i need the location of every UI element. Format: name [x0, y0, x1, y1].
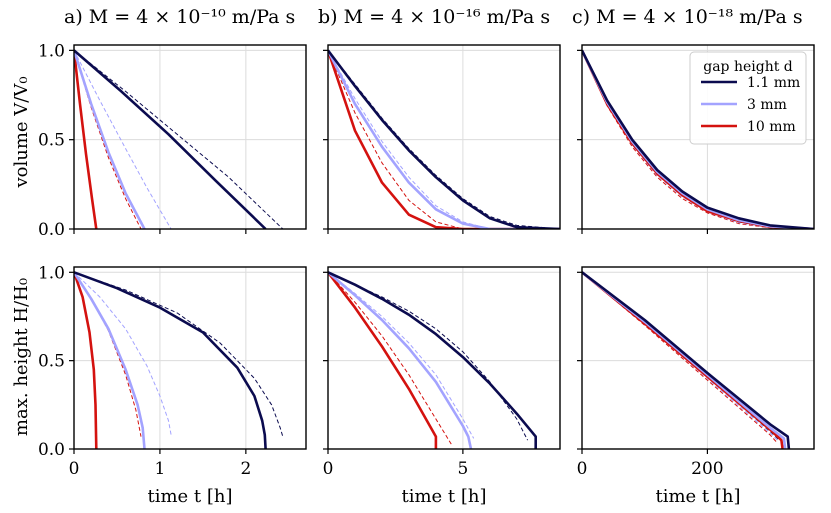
xlabel-1: time t [h] [401, 486, 486, 507]
series-11mm-solid-2-height [582, 271, 791, 449]
series-3mm-solid-0-height [74, 271, 146, 449]
ytick-label-height-2: 1.0 [38, 263, 65, 283]
xtick-label-0-0: 0 [69, 459, 80, 479]
ytick-label-volume-2: 1.0 [38, 41, 65, 61]
series-10mm-solid-0-height [74, 271, 98, 449]
legend-entry-0: 1.1 mm [747, 75, 800, 91]
series-3mm-dashed-0-volume [74, 50, 172, 229]
ytick-label-height-0: 0.0 [38, 440, 65, 460]
series-11mm-solid-1-volume [328, 49, 560, 229]
series-3mm-dashed-0-height [74, 271, 172, 435]
ytick-label-height-1: 0.5 [38, 352, 65, 372]
series-3mm-solid-1-volume [328, 49, 560, 229]
legend-entry-1: 3 mm [747, 97, 787, 113]
xlabel-2: time t [h] [655, 486, 740, 507]
row-label-volume: volume V/V₀ [11, 76, 32, 188]
axes-frame-1-height [327, 266, 561, 450]
panel-1-volume [323, 44, 561, 234]
series-11mm-solid-0-volume [74, 49, 267, 229]
ytick-label-volume-1: 0.5 [38, 131, 65, 151]
xtick-label-1-1: 5 [457, 459, 468, 479]
series-10mm-dashed-1-volume [328, 50, 560, 229]
xtick-label-1-0: 0 [323, 459, 334, 479]
panel-title-0: a) M = 4 × 10⁻¹⁰ m/Pa s [64, 6, 295, 28]
legend-entry-2: 10 mm [747, 119, 796, 135]
series-11mm-solid-1-height [328, 271, 537, 449]
axes-frame-2-height [581, 266, 815, 450]
series-11mm-dashed-0-height [74, 271, 284, 437]
axes-frame-0-height [73, 266, 307, 450]
series-3mm-solid-1-height [328, 271, 473, 449]
series-10mm-solid-1-height [328, 271, 438, 449]
panel-2-volume [577, 44, 815, 234]
series-3mm-dashed-1-height [328, 271, 475, 439]
xtick-label-2-0: 0 [577, 459, 588, 479]
axes-frame-0-volume [73, 44, 307, 230]
series-10mm-dashed-0-height [74, 272, 142, 437]
series-10mm-solid-1-volume [328, 49, 560, 229]
panel-0-volume: 0.0 0.5 1.0 [38, 41, 307, 240]
series-3mm-solid-0-volume [74, 50, 146, 229]
series-3mm-dashed-1-volume [328, 50, 560, 229]
series-10mm-solid-0-volume [74, 50, 98, 229]
ytick-label-volume-0: 0.0 [38, 220, 65, 240]
xtick-label-0-1: 1 [155, 459, 166, 479]
series-11mm-solid-0-height [74, 271, 267, 449]
panel-title-2: c) M = 4 × 10⁻¹⁸ m/Pa s [572, 6, 803, 28]
panel-2-height: 0 200 time t [h] [577, 266, 815, 507]
series-11mm-solid-2-volume [582, 49, 814, 229]
legend-title: gap height d [703, 59, 793, 75]
row-label-height: max. height H/H₀ [11, 278, 32, 436]
axes-frame-2-volume [581, 44, 815, 230]
series-10mm-dashed-1-height [328, 271, 453, 446]
xtick-label-2-1: 200 [691, 459, 723, 479]
axes-frame-1-volume [327, 44, 561, 230]
panel-title-1: b) M = 4 × 10⁻¹⁶ m/Pa s [318, 6, 550, 28]
xtick-label-0-2: 2 [240, 459, 251, 479]
panel-0-height: 0 1 2 time t [h] 0.0 0.5 1.0 [38, 263, 307, 507]
xlabel-0: time t [h] [147, 486, 232, 507]
legend: gap height d1.1 mm 3 mm 10 mm [689, 51, 807, 145]
legend-box [689, 51, 807, 145]
series-11mm-dashed-0-volume [74, 50, 284, 229]
panel-1-height: 0 5 time t [h] [323, 266, 561, 507]
